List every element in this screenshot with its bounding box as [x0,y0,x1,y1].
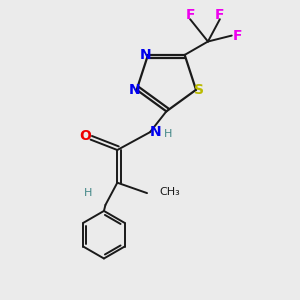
Text: F: F [215,8,225,22]
Text: S: S [194,83,204,97]
Text: N: N [128,83,140,97]
Text: F: F [232,28,242,43]
Text: H: H [83,188,92,198]
Text: N: N [149,124,161,139]
Text: O: O [79,129,91,143]
Text: N: N [140,48,152,62]
Text: F: F [185,8,195,22]
Text: CH₃: CH₃ [159,187,180,196]
Text: H: H [164,129,172,139]
